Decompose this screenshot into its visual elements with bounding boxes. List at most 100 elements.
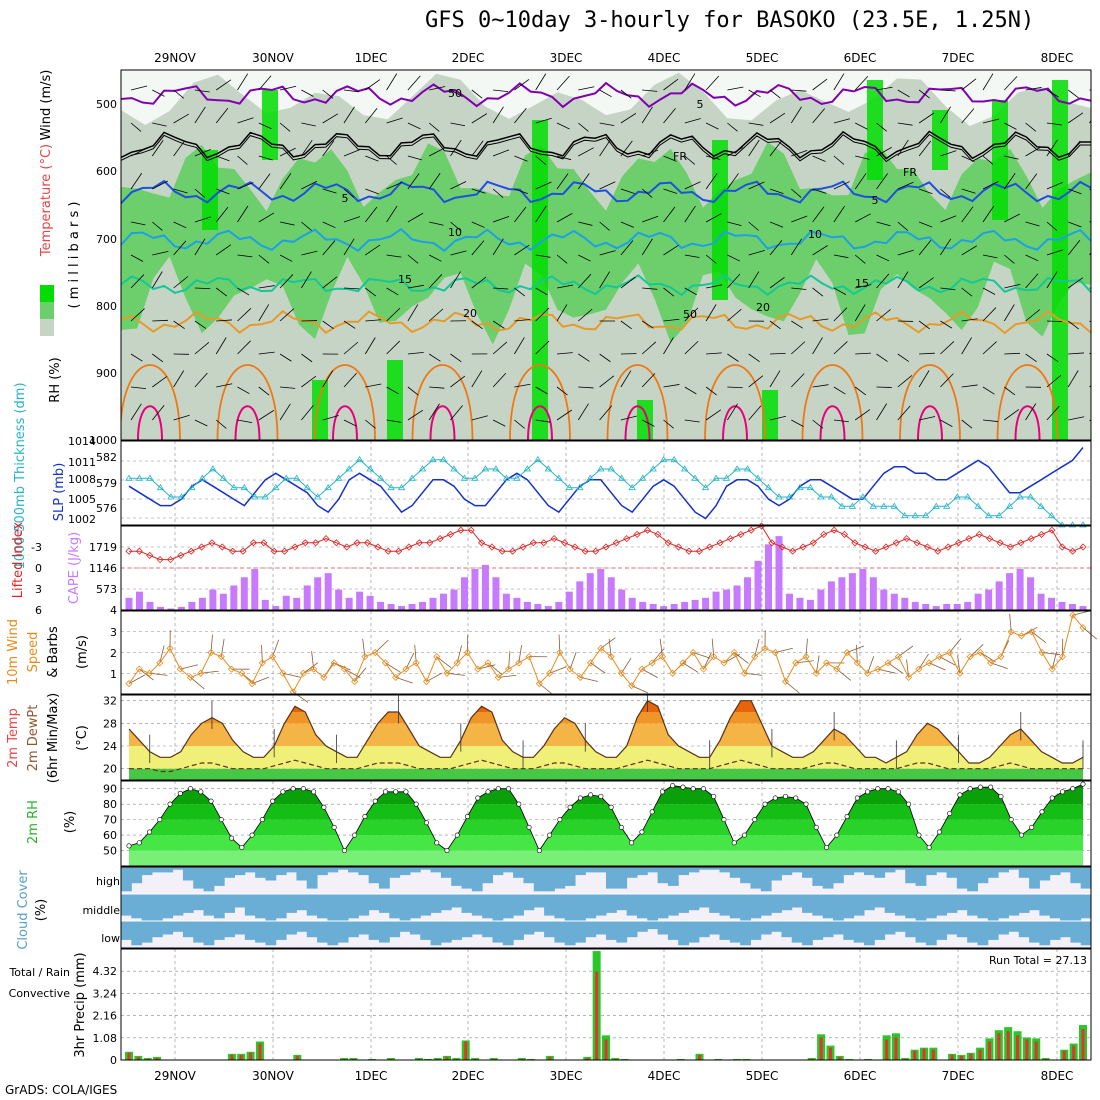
wind-barb [301,89,314,97]
cape-bar [628,597,636,610]
lifted-index-point [1048,526,1056,534]
wind-barb [428,122,440,132]
rh2m-tick: 60 [103,829,117,842]
panel-frame-precip [120,948,1092,1061]
wind-barb [791,419,804,427]
lifted-index-point [633,530,641,538]
wind-speed-point [915,665,923,673]
cloud-bar [667,867,679,886]
contour-label: 10 [448,226,462,239]
wind-barb-10m [477,664,496,670]
rh2m-tick: 90 [103,783,117,796]
wind-barb [407,351,424,355]
wind-barb [343,320,356,329]
cloud-bar [1029,921,1040,943]
wind-barb [450,139,462,157]
rh2m-point [290,786,296,792]
wind-barb [791,287,807,290]
wind-barb [706,352,722,355]
wind-barb-10m [436,656,452,668]
isotherm-10 [121,227,1091,252]
isotherm-30-loop [722,405,748,440]
panel-frame-temp [120,694,1092,781]
wind-barb-10m [887,662,904,674]
cape-tick: 4 [110,604,117,617]
thickness-point [397,483,406,491]
precip-convective-bar [548,1056,552,1060]
thickness-point [827,493,836,500]
cloud-bar [317,921,328,943]
cloud-bar [760,894,772,916]
wind-barb [791,149,808,157]
cape-bar [219,593,227,610]
lifted-index-point [156,556,164,564]
wind-speed-point [320,673,328,681]
wind-barb [535,340,550,355]
cloud-bar [131,867,143,884]
wind-barb [620,240,634,256]
thickness-point [156,483,165,491]
wind-barb [130,353,143,362]
cape-bar [188,601,196,610]
lifted-index-point [260,539,268,547]
wind-barb [258,304,270,322]
wind-barb [620,415,637,421]
contour-label: 5 [697,98,704,111]
temperature-axis-label: Temperature (°C) [39,144,54,257]
wind-barb [876,221,891,227]
wind-barb [833,73,845,91]
cape-bar [901,597,909,610]
cloud-bar [760,921,772,935]
cloud-bar [606,894,617,913]
lifted-index-point [861,543,869,551]
cloud-bar [492,867,504,876]
rh2m-point [680,784,686,790]
date-label-top: 8DEC [1041,51,1074,65]
date-label-bottom: 3DEC [550,1069,583,1083]
isotherm-freezing [121,130,1091,160]
wind-barb-10m [969,644,984,657]
lifted-index-line [129,525,1084,561]
wind-barb [279,403,291,421]
cape-bar [146,601,154,610]
cloud-bar [162,894,174,919]
lifted-index-point [353,539,361,547]
isotherm-30-loop [1014,405,1041,440]
wind-barb [216,383,233,388]
thickness-point [177,493,186,500]
rh-dry-band [121,70,1091,127]
isotherm-30-loop [332,405,358,440]
wind-barb [684,73,696,91]
wind-speed-point [228,665,236,673]
cape-bar [985,589,993,610]
lifted-index-point [675,543,683,551]
wind-barb [663,287,675,297]
cloud-bar [141,867,153,876]
wind-barb [1025,87,1042,91]
wind-barb [216,319,232,322]
wind-barb [535,73,547,91]
wind-barb [641,341,657,355]
rh2m-point [629,840,635,846]
cape-bar [827,581,835,610]
pressure-tick-label: 900 [96,367,117,380]
cape-bar [555,601,563,610]
thickness-point [408,474,416,481]
rh-saturated-column [992,100,1008,220]
rh2m-point [916,832,922,838]
thickness-point [1037,502,1045,509]
cloud-bar [358,894,370,916]
wind-speed-point [248,680,256,688]
thickness-point [953,493,961,500]
cape-bar [995,581,1003,610]
isotherm-30-loop [917,405,943,440]
wind-barb [748,250,765,256]
wind-barb [492,188,504,198]
wind-speed-point [864,669,872,677]
wind-barb-10m [1051,651,1057,670]
slp-tick: 1011 [68,456,96,469]
isotherm-30-loop [234,405,261,440]
cape-bar [502,593,510,610]
rh-band [129,819,1083,836]
cloud-bar [709,867,721,870]
